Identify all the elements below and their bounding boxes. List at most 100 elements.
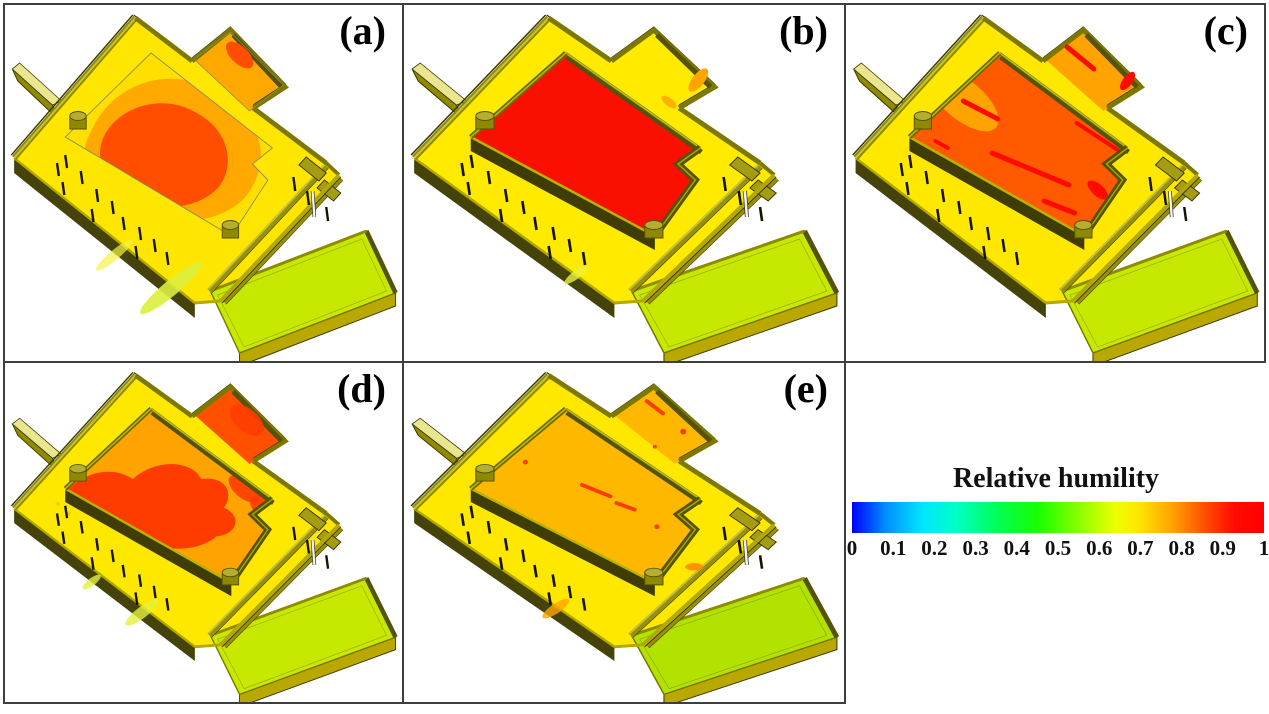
support-post	[486, 520, 492, 534]
panel-label-d: (d)	[337, 366, 386, 411]
annex-orange-patch	[688, 68, 709, 92]
corridor-beam	[207, 163, 329, 294]
support-post	[165, 251, 170, 266]
support-post	[95, 538, 100, 551]
support-post	[936, 208, 941, 223]
outer-wall-top-right	[677, 459, 762, 516]
annex-red-patch	[1120, 71, 1136, 91]
support-post	[968, 216, 974, 231]
outer-edge-gold	[219, 173, 341, 303]
outer-edge-outline	[1074, 176, 1200, 304]
support-post	[503, 188, 509, 203]
room-notch-edge	[654, 498, 701, 584]
outer-wall-top-right	[1106, 105, 1186, 166]
support-post	[90, 208, 95, 223]
platform-back-edge	[631, 576, 806, 637]
support-post	[905, 181, 910, 196]
platform-back-edge	[1061, 229, 1228, 293]
outer-wall-top-edge	[13, 156, 196, 305]
outer-edge-gold	[1071, 173, 1200, 303]
support-post	[305, 190, 311, 206]
colorbar-tick: 1	[1258, 536, 1269, 560]
outer-wall-top-edge	[13, 507, 196, 648]
room-wall-top-edge	[470, 487, 656, 585]
floor-extras-group	[564, 265, 588, 285]
support-post	[305, 539, 311, 554]
annex-inner-wall	[655, 389, 713, 443]
support-post	[110, 200, 115, 215]
room-notch-edge	[1083, 147, 1128, 237]
room-inner-shadow	[565, 410, 703, 505]
room-wall-highlight	[565, 52, 701, 149]
platform-back-edge	[631, 229, 806, 293]
humidity-red-dot	[654, 524, 660, 530]
support-post	[95, 188, 100, 203]
support-post	[581, 251, 587, 266]
room-notch-edge	[230, 498, 273, 584]
annex-red-dot	[652, 444, 657, 449]
outer-wall-top-right	[547, 373, 613, 419]
building-group	[10, 14, 398, 361]
platform-right-wall	[364, 577, 398, 639]
floor-green-tinge	[140, 261, 203, 315]
outer-wall-outline	[410, 14, 547, 156]
support-post	[899, 162, 904, 177]
tall-white-post	[311, 540, 316, 565]
platform-right-wall	[802, 577, 840, 639]
support-post	[924, 170, 929, 185]
inner-room-floor	[470, 53, 701, 236]
panel-c: (c)	[844, 3, 1266, 363]
corridor-beam	[1059, 163, 1187, 294]
room-wall-top-edge	[470, 135, 656, 238]
support-post	[137, 574, 143, 587]
platform-inner-line	[639, 585, 828, 690]
floor-orange-tinge	[542, 598, 570, 619]
panel-b: (b)	[402, 3, 846, 363]
outer-wall-highlight	[413, 374, 550, 510]
inner-room-floor	[470, 408, 701, 583]
corridor-beam	[644, 525, 779, 648]
floor-speckle	[56, 502, 60, 506]
annex-floor	[613, 32, 713, 111]
colorbar-tick: 0	[846, 536, 858, 560]
support-post	[466, 531, 472, 545]
support-post	[55, 513, 61, 527]
outer-wall-outline	[852, 14, 982, 156]
outer-wall-face	[14, 508, 195, 662]
outer-wall-top-right	[134, 15, 194, 64]
fan-cylinder-top	[69, 463, 87, 474]
outer-edge-outline	[644, 176, 777, 304]
fan-cylinder-top	[475, 111, 495, 121]
support-post	[551, 226, 557, 241]
support-post	[1148, 176, 1153, 192]
humidity-red-patch	[1087, 180, 1109, 200]
room-wall-highlight	[565, 408, 701, 500]
outer-wall-corner	[325, 512, 341, 527]
support-post	[737, 539, 743, 554]
room-wall-face	[470, 488, 655, 597]
outer-edge-gold	[194, 643, 221, 649]
support-post	[165, 598, 170, 611]
room-wall-face	[65, 488, 232, 597]
colorbar-ticks: 0 0.1 0.2 0.3 0.4 0.5 0.6 0.7 0.8 0.9 1	[847, 536, 1269, 564]
floor-green-tinge	[82, 574, 101, 590]
corridor-box	[728, 507, 761, 532]
humidity-red-patch	[228, 474, 260, 503]
building-render-e	[410, 372, 840, 702]
support-post	[722, 526, 727, 541]
outer-wall-top-right	[251, 105, 328, 166]
support-post	[152, 238, 157, 253]
platform-right-wall	[364, 229, 398, 295]
corridor-beam-highlight	[207, 513, 326, 635]
outer-wall-top-right	[134, 373, 194, 419]
colorbar-tick: 0.1	[880, 536, 907, 560]
annex-floor	[613, 388, 713, 464]
support-post	[547, 592, 552, 606]
colorbar-tick: 0.6	[1086, 536, 1113, 560]
colorbar-tick: 0.2	[921, 536, 948, 560]
corridor-beam	[1074, 175, 1202, 305]
colorbar-tick: 0.8	[1168, 536, 1195, 560]
platform-inner-line	[639, 238, 828, 348]
corridor-box	[1173, 179, 1201, 202]
